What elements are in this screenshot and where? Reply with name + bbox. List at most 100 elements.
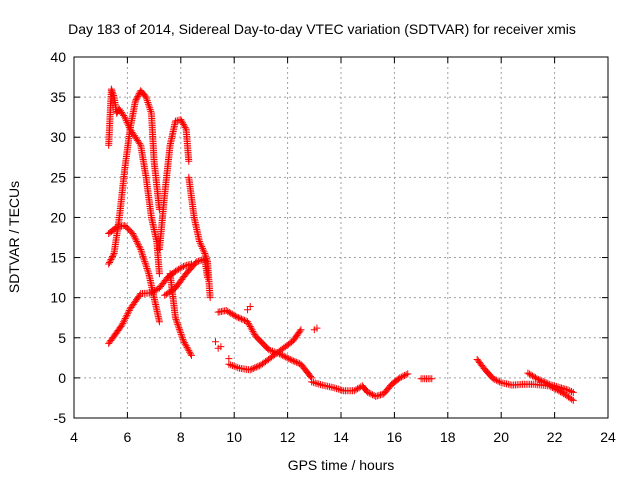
data-point	[331, 384, 339, 392]
data-point	[200, 248, 208, 256]
data-point	[297, 326, 305, 334]
data-point	[106, 257, 114, 265]
data-point	[111, 224, 119, 232]
data-point	[369, 391, 377, 399]
data-point	[173, 319, 181, 327]
data-point	[120, 318, 128, 326]
data-point	[536, 376, 544, 384]
data-point	[121, 115, 129, 123]
data-point	[199, 246, 207, 254]
data-point	[133, 94, 141, 102]
data-point	[492, 376, 500, 384]
data-point	[251, 364, 259, 372]
data-point	[177, 116, 185, 124]
data-point	[217, 343, 225, 351]
data-point	[246, 323, 254, 331]
data-point	[179, 337, 187, 345]
data-point	[333, 385, 341, 393]
data-point	[197, 241, 205, 249]
data-point	[178, 263, 186, 271]
data-point	[123, 311, 131, 319]
data-point	[179, 335, 187, 343]
data-point	[199, 244, 207, 252]
data-point	[539, 378, 547, 386]
data-point	[142, 93, 150, 101]
data-point	[118, 321, 126, 329]
data-point	[311, 379, 319, 387]
data-point	[134, 93, 142, 101]
x-tick-labels: 4 6 8 10 12 14 16 18 20 22 24	[70, 429, 616, 445]
data-point	[292, 358, 300, 366]
data-point	[367, 390, 375, 398]
y-tick-labels: -5 0 5 10 15 20 25 30 35 40	[50, 49, 66, 426]
data-point	[249, 327, 257, 335]
data-point	[109, 90, 117, 98]
data-point	[404, 370, 412, 378]
data-point	[240, 316, 248, 324]
data-point	[144, 266, 152, 274]
data-point	[545, 380, 553, 388]
data-point	[564, 386, 572, 394]
data-points	[105, 85, 577, 404]
data-point	[105, 258, 113, 266]
data-point	[173, 117, 181, 125]
data-point	[365, 389, 373, 397]
data-point	[196, 239, 204, 247]
data-point	[141, 259, 149, 267]
data-point	[146, 104, 154, 112]
data-point	[142, 263, 150, 271]
data-point	[139, 252, 147, 260]
data-point	[568, 388, 576, 396]
data-point	[206, 294, 214, 302]
data-point	[137, 246, 145, 254]
data-point	[171, 314, 179, 322]
data-point	[252, 363, 260, 371]
data-point	[109, 251, 117, 259]
data-point	[177, 330, 185, 338]
data-point	[155, 270, 163, 278]
data-point	[120, 316, 128, 324]
x-tick-label: 6	[124, 429, 132, 445]
data-point	[131, 97, 139, 105]
data-point	[541, 378, 549, 386]
data-point	[125, 123, 133, 131]
data-point	[317, 381, 325, 389]
data-point	[279, 351, 287, 359]
data-point	[181, 124, 189, 132]
data-point	[134, 91, 142, 99]
data-point	[173, 317, 181, 325]
data-point	[283, 354, 291, 362]
data-point	[174, 320, 182, 328]
data-point	[248, 326, 256, 334]
data-point	[134, 239, 142, 247]
x-tick-label: 14	[333, 429, 349, 445]
data-point	[132, 236, 140, 244]
data-point	[538, 377, 546, 385]
data-point	[143, 97, 151, 105]
data-point	[147, 107, 155, 115]
data-point	[246, 366, 254, 374]
data-point	[138, 249, 146, 257]
y-tick-label: 30	[50, 129, 66, 145]
data-point	[175, 325, 183, 333]
data-point	[265, 346, 273, 354]
data-point	[110, 92, 118, 100]
data-point	[549, 381, 557, 389]
data-point	[181, 340, 189, 348]
data-point	[179, 119, 187, 127]
data-point	[246, 302, 254, 310]
y-tick-label: 0	[58, 370, 66, 386]
data-point	[248, 365, 256, 373]
data-point	[282, 353, 290, 361]
y-tick-label: 20	[50, 209, 66, 225]
data-point	[140, 256, 148, 264]
data-point	[308, 378, 316, 386]
data-point	[124, 120, 132, 128]
data-point	[143, 264, 151, 272]
data-point	[131, 234, 139, 242]
data-point	[187, 350, 195, 358]
data-point	[309, 378, 317, 386]
chart-title: Day 183 of 2014, Sidereal Day-to-day VTE…	[68, 21, 576, 37]
